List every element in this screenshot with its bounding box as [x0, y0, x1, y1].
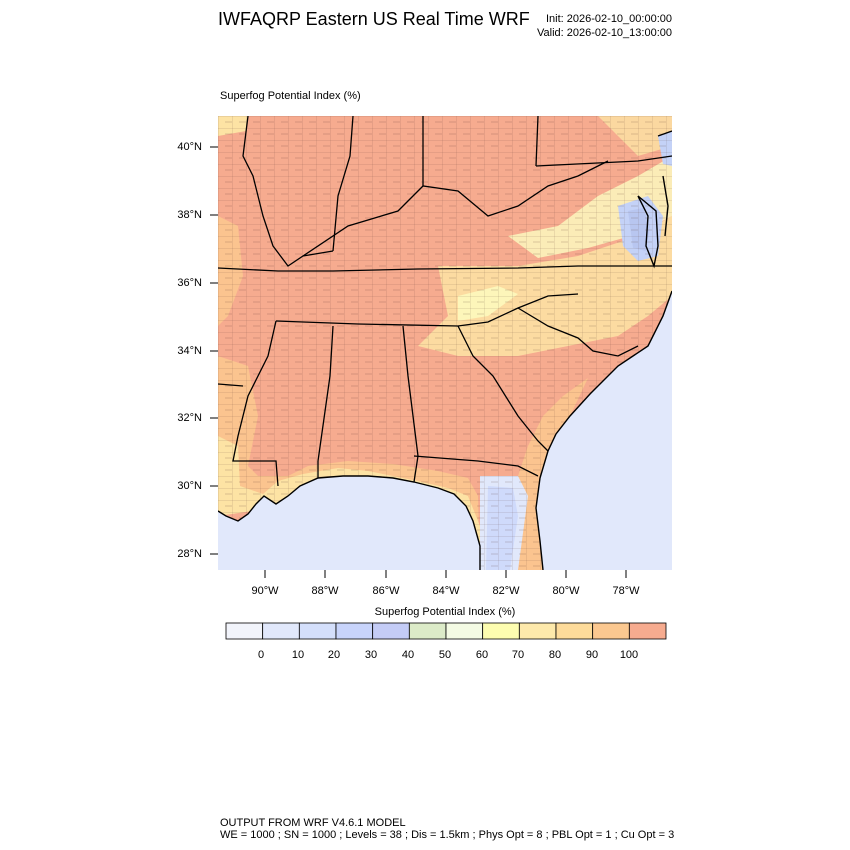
colorbar-box [555, 622, 594, 640]
colorbar-label: 60 [475, 649, 489, 661]
map-panel [217, 115, 673, 571]
colorbar-box [335, 622, 374, 640]
colorbar-box [518, 622, 557, 640]
colorbar-label: 20 [327, 649, 341, 661]
footer-model-line: OUTPUT FROM WRF V4.6.1 MODEL [220, 817, 406, 829]
colorbar-label: 80 [548, 649, 562, 661]
field-label: Superfog Potential Index (%) [220, 90, 361, 102]
colorbar-label: 70 [511, 649, 525, 661]
lon-label-90: 90°W [251, 585, 279, 597]
colorbar-box [298, 622, 337, 640]
colorbar-label: 100 [619, 649, 639, 661]
lon-label-84: 84°W [432, 585, 460, 597]
lat-label-34: 34°N [177, 345, 202, 357]
lat-label-38: 38°N [177, 209, 202, 221]
lon-label-82: 82°W [492, 585, 520, 597]
lat-ticks [210, 146, 218, 555]
colorbar-label: 40 [401, 649, 415, 661]
page-title: IWFAQRP Eastern US Real Time WRF [218, 9, 530, 29]
colorbar-box [445, 622, 484, 640]
lon-label-86: 86°W [372, 585, 400, 597]
colorbar-box [372, 622, 410, 640]
colorbar-box [592, 622, 630, 640]
colorbar [225, 622, 667, 640]
lat-label-32: 32°N [177, 412, 202, 424]
lon-label-88: 88°W [311, 585, 339, 597]
colorbar-box [262, 622, 300, 640]
valid-time: Valid: 2026-02-10_13:00:00 [537, 27, 672, 39]
colorbar-label: 90 [585, 649, 599, 661]
colorbar-box [408, 622, 447, 640]
colorbar-box [225, 622, 264, 640]
state-boundaries [217, 115, 673, 487]
lat-label-30: 30°N [177, 480, 202, 492]
colorbar-label: 10 [291, 649, 305, 661]
colorbar-title: Superfog Potential Index (%) [374, 606, 516, 618]
init-time: Init: 2026-02-10_00:00:00 [546, 13, 672, 25]
coastline [217, 175, 673, 571]
colorbar-box [482, 622, 520, 640]
lon-label-80: 80°W [552, 585, 580, 597]
colorbar-box [628, 622, 667, 640]
lat-label-36: 36°N [177, 277, 202, 289]
lon-ticks [264, 570, 627, 578]
colorbar-label: 30 [364, 649, 378, 661]
colorbar-label: 50 [438, 649, 452, 661]
lat-label-28: 28°N [177, 548, 202, 560]
lat-label-40: 40°N [177, 141, 202, 153]
footer-config-line: WE = 1000 ; SN = 1000 ; Levels = 38 ; Di… [220, 829, 675, 841]
map-svg [217, 115, 673, 571]
colorbar-label: 0 [257, 649, 265, 661]
lon-label-78: 78°W [612, 585, 640, 597]
